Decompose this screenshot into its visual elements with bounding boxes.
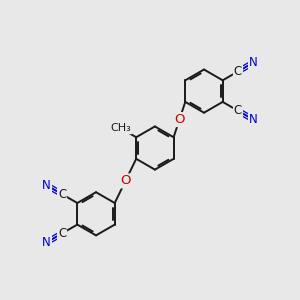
Text: O: O xyxy=(120,174,131,188)
Text: CH₃: CH₃ xyxy=(110,123,131,134)
Text: C: C xyxy=(58,188,66,201)
Text: O: O xyxy=(174,113,185,126)
Text: C: C xyxy=(58,227,66,240)
Text: C: C xyxy=(234,104,242,117)
Text: N: N xyxy=(42,236,51,249)
Text: N: N xyxy=(249,113,258,126)
Text: N: N xyxy=(42,179,51,192)
Text: C: C xyxy=(234,65,242,78)
Text: N: N xyxy=(249,56,258,69)
